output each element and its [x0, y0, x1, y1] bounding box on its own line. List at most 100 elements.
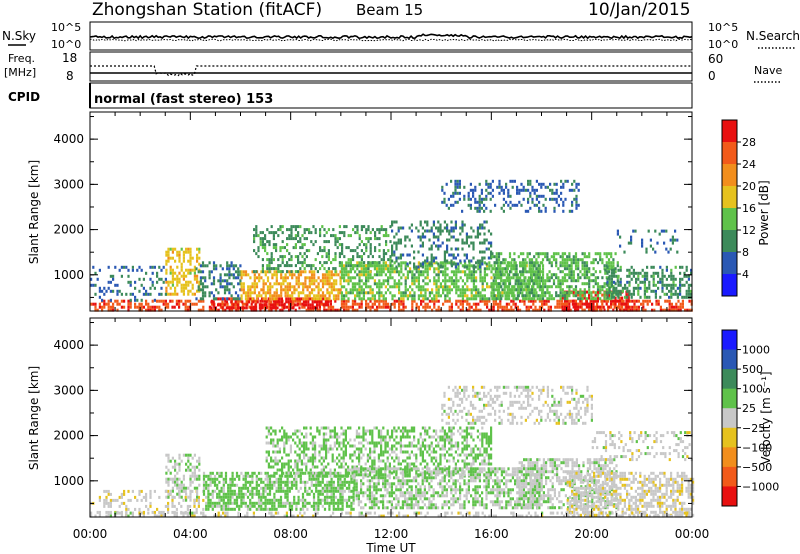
- range-time-cell: [497, 291, 501, 295]
- range-time-cell: [548, 270, 551, 274]
- range-time-cell: [583, 296, 586, 300]
- range-time-cell: [213, 305, 216, 309]
- range-time-cell: [411, 273, 414, 277]
- range-time-cell: [360, 255, 363, 259]
- range-time-cell: [575, 200, 578, 204]
- range-time-cell: [158, 495, 161, 499]
- range-time-cell: [314, 231, 317, 235]
- range-time-cell: [432, 220, 435, 224]
- range-time-cell: [502, 197, 505, 201]
- range-time-cell: [432, 259, 435, 263]
- range-time-cell: [635, 277, 638, 281]
- range-time-cell: [285, 441, 288, 445]
- range-time-cell: [273, 273, 276, 277]
- range-time-cell: [196, 477, 199, 481]
- range-time-cell: [189, 498, 192, 502]
- range-time-cell: [322, 444, 325, 448]
- range-time-cell: [575, 194, 578, 198]
- range-time-cell: [293, 501, 296, 505]
- range-time-cell: [273, 504, 276, 508]
- range-time-cell: [486, 264, 489, 268]
- range-time-cell: [603, 285, 606, 289]
- range-time-cell: [134, 286, 137, 290]
- range-time-cell: [603, 282, 606, 286]
- range-time-cell: [533, 297, 536, 301]
- range-time-cell: [352, 255, 355, 259]
- power-scatter-cells: [90, 179, 693, 312]
- range-time-cell: [656, 241, 659, 245]
- range-time-cell: [443, 256, 446, 260]
- range-time-cell: [384, 267, 387, 271]
- range-time-cell: [284, 288, 287, 292]
- range-time-cell: [230, 282, 233, 286]
- range-time-cell: [158, 305, 161, 309]
- range-time-cell: [299, 291, 303, 295]
- range-time-cell: [273, 483, 276, 487]
- range-time-cell: [475, 261, 478, 265]
- range-time-cell: [304, 504, 307, 508]
- range-time-cell: [285, 453, 288, 457]
- range-time-cell: [340, 305, 343, 309]
- range-time-cell: [402, 302, 405, 306]
- range-time-cell: [653, 308, 656, 312]
- range-time-cell: [313, 294, 316, 298]
- range-time-cell: [549, 308, 552, 312]
- range-time-cell: [280, 294, 283, 298]
- range-time-cell: [294, 243, 297, 247]
- range-time-cell: [105, 289, 108, 293]
- range-time-cell: [92, 302, 95, 306]
- range-time-cell: [616, 261, 619, 265]
- range-time-cell: [268, 270, 271, 274]
- range-time-cell: [493, 261, 496, 265]
- range-time-cell: [175, 302, 178, 306]
- range-time-cell: [178, 256, 181, 260]
- range-time-cell: [599, 270, 602, 274]
- range-time-cell: [185, 268, 188, 272]
- range-time-cell: [261, 246, 264, 250]
- range-time-cell: [329, 432, 332, 436]
- range-time-cell: [315, 285, 318, 289]
- range-time-cell: [240, 492, 243, 496]
- range-time-cell: [182, 453, 185, 457]
- range-time-cell: [497, 255, 501, 259]
- range-time-cell: [402, 299, 405, 303]
- range-time-cell: [197, 504, 200, 508]
- range-time-cell: [333, 426, 336, 430]
- range-time-cell: [497, 267, 501, 271]
- range-time-cell: [282, 501, 285, 505]
- range-time-cell: [334, 270, 337, 274]
- range-time-cell: [574, 255, 578, 259]
- range-time-cell: [250, 302, 253, 306]
- range-time-cell: [568, 255, 571, 259]
- range-time-cell: [577, 276, 580, 280]
- range-time-cell: [487, 185, 490, 189]
- range-time-cell: [491, 179, 494, 183]
- range-time-cell: [205, 486, 208, 490]
- range-time-cell: [635, 308, 638, 312]
- range-time-cell: [387, 264, 390, 268]
- range-time-cell: [281, 225, 284, 229]
- range-time-cell: [671, 235, 674, 239]
- range-time-cell: [281, 270, 284, 274]
- range-time-cell: [518, 188, 521, 192]
- range-time-cell: [485, 206, 488, 210]
- range-time-cell: [466, 297, 469, 301]
- range-time-cell: [251, 270, 254, 274]
- range-time-cell: [301, 471, 305, 475]
- range-time-cell: [594, 270, 597, 274]
- range-time-cell: [228, 264, 231, 268]
- range-time-cell: [624, 295, 627, 299]
- range-time-cell: [323, 507, 327, 511]
- range-time-cell: [201, 261, 205, 265]
- range-time-cell: [546, 258, 549, 262]
- range-time-cell: [134, 507, 137, 511]
- range-time-cell: [652, 265, 655, 269]
- range-time-cell: [685, 268, 688, 272]
- range-time-cell: [378, 231, 381, 235]
- range-time-cell: [193, 271, 196, 275]
- range-time-cell: [535, 294, 538, 298]
- range-time-cell: [255, 231, 258, 235]
- range-time-cell: [563, 264, 567, 268]
- range-time-cell: [354, 285, 357, 289]
- range-time-cell: [167, 468, 170, 472]
